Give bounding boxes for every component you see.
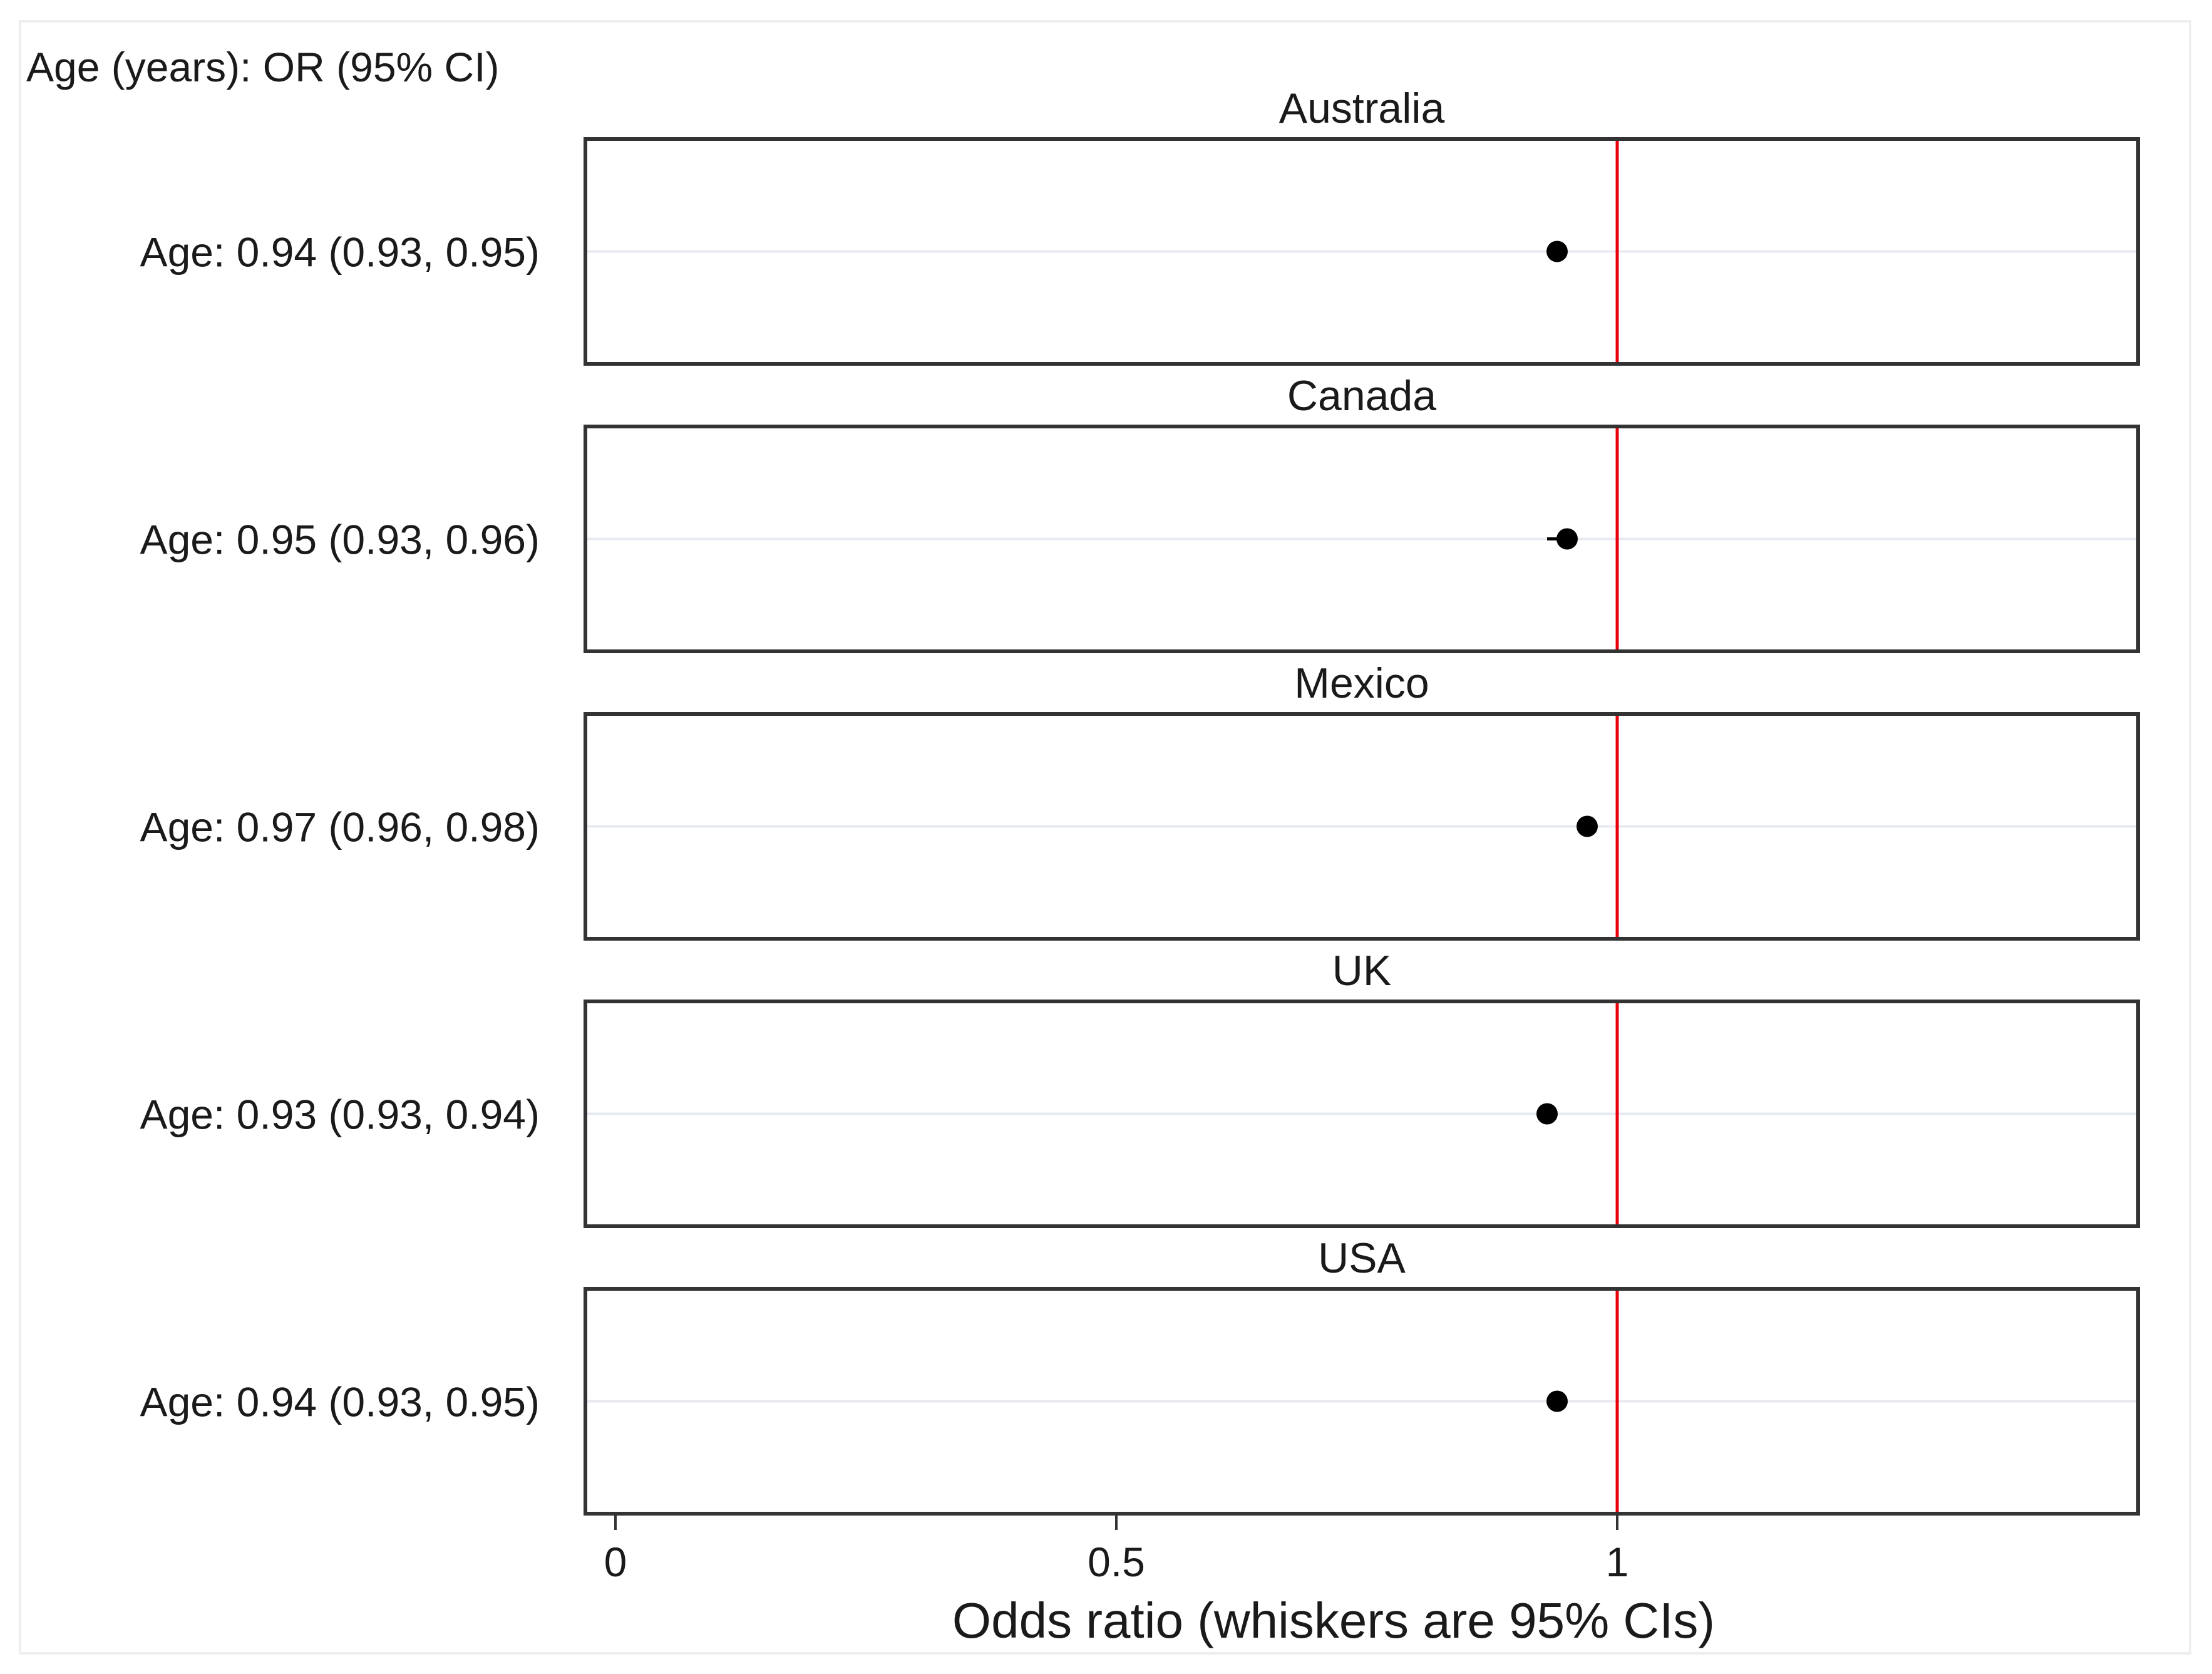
or-point (1577, 815, 1598, 837)
or-point (1536, 1103, 1558, 1125)
or-point (1546, 240, 1568, 262)
or-point (1556, 528, 1578, 550)
panel-canada: Canada Age: 0.95 (0.93, 0.96) (140, 372, 2140, 653)
x-tick-label: 1 (1606, 1539, 1629, 1585)
panel-title: Canada (1287, 372, 1436, 420)
panel-mexico: Mexico Age: 0.97 (0.96, 0.98) (140, 659, 2140, 941)
panel-title: USA (1318, 1234, 1406, 1282)
panel-uk: UK Age: 0.93 (0.93, 0.94) (140, 947, 2140, 1228)
row-label: Age: 0.94 (0.93, 0.95) (140, 1379, 540, 1425)
x-tick-label: 0 (604, 1539, 627, 1585)
panel-australia: Australia Age: 0.94 (0.93, 0.95) (140, 85, 2140, 366)
panel-usa: USA Age: 0.94 (0.93, 0.95) (140, 1234, 2140, 1516)
panels: Australia Age: 0.94 (0.93, 0.95) Canada Age… (140, 85, 2140, 1516)
panel-title: Australia (1279, 85, 1445, 132)
row-label: Age: 0.93 (0.93, 0.94) (140, 1092, 540, 1138)
row-label: Age: 0.97 (0.96, 0.98) (140, 804, 540, 850)
panel-title: Mexico (1294, 659, 1429, 707)
x-axis-label: Odds ratio (whiskers are 95% CIs) (952, 1593, 1715, 1648)
plot-header: Age (years): OR (95% CI) (26, 44, 500, 90)
row-label: Age: 0.94 (0.93, 0.95) (140, 229, 540, 276)
or-point (1546, 1390, 1568, 1412)
x-axis: 0 0.5 1 (604, 1514, 1629, 1585)
row-label: Age: 0.95 (0.93, 0.96) (140, 517, 540, 563)
panel-title: UK (1332, 947, 1391, 995)
x-tick-label: 0.5 (1088, 1539, 1145, 1585)
